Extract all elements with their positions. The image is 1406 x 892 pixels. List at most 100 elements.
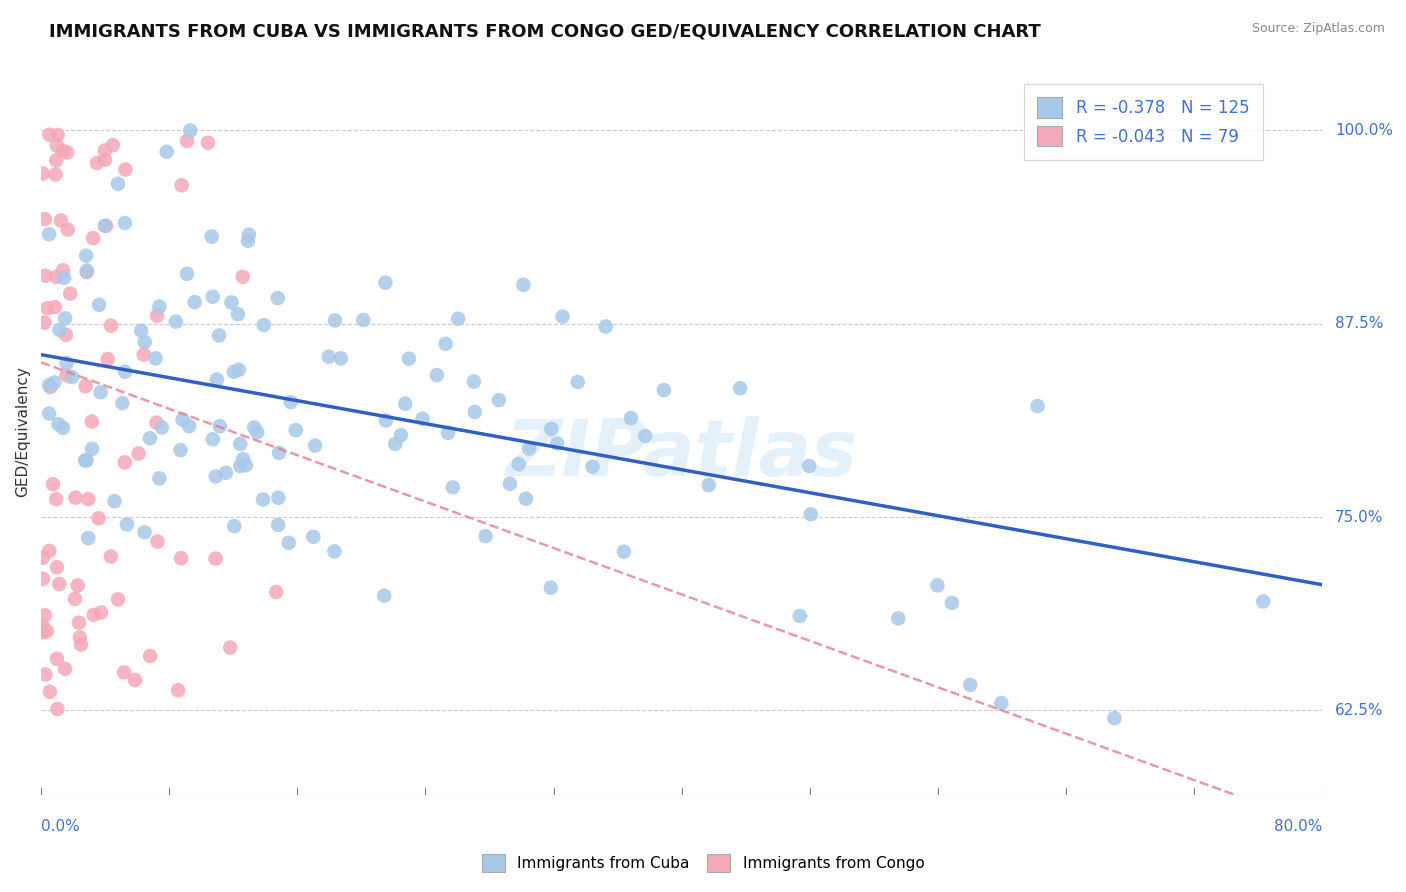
Text: 100.0%: 100.0% [1334, 123, 1393, 138]
Point [567, 375, 589, 389]
Point [55, 356, 77, 370]
Point [53, 270, 76, 285]
Point [156, 145, 179, 159]
Point [103, 494, 125, 508]
Point [94, 219, 117, 233]
Point [176, 267, 198, 281]
Point [512, 277, 534, 292]
Point [581, 459, 603, 474]
Point [107, 592, 129, 607]
Point [412, 411, 434, 425]
Point [179, 419, 201, 434]
Point [49, 213, 72, 227]
Point [267, 291, 290, 305]
Point [284, 423, 307, 437]
Point [389, 428, 412, 442]
Point [170, 178, 193, 193]
Point [800, 508, 823, 522]
Point [620, 411, 643, 425]
Point [44, 168, 66, 182]
Point [927, 578, 949, 592]
Point [235, 458, 257, 472]
Point [66, 578, 89, 592]
Point [224, 519, 246, 533]
Point [55, 327, 77, 342]
Point [94, 153, 117, 167]
Point [38, 128, 60, 142]
Point [128, 446, 150, 460]
Point [101, 138, 124, 153]
Point [45, 138, 67, 153]
Point [540, 581, 562, 595]
Point [352, 313, 374, 327]
Point [398, 351, 420, 366]
Point [31, 166, 53, 180]
Point [887, 611, 910, 625]
Point [44, 300, 66, 314]
Point [394, 397, 416, 411]
Point [76, 265, 98, 279]
Point [46, 702, 69, 716]
Point [236, 234, 259, 248]
Point [38, 378, 60, 392]
Point [77, 531, 100, 545]
Point [45, 652, 67, 666]
Point [437, 425, 460, 440]
Point [264, 585, 287, 599]
Point [56, 145, 79, 160]
Point [148, 471, 170, 485]
Point [426, 368, 449, 383]
Point [789, 609, 811, 624]
Legend: R = -0.378   N = 125, R = -0.043   N = 79: R = -0.378 N = 125, R = -0.043 N = 79 [1024, 84, 1263, 160]
Point [219, 640, 242, 655]
Point [94, 219, 117, 233]
Point [46, 128, 69, 142]
Text: 62.5%: 62.5% [1334, 703, 1384, 718]
Point [148, 300, 170, 314]
Point [87, 298, 110, 312]
Point [70, 638, 93, 652]
Point [69, 631, 91, 645]
Point [111, 396, 134, 410]
Point [208, 419, 231, 434]
Point [112, 665, 135, 680]
Point [302, 530, 325, 544]
Point [1104, 711, 1126, 725]
Point [48, 417, 70, 432]
Point [77, 492, 100, 507]
Point [44, 376, 66, 390]
Point [52, 421, 75, 435]
Point [167, 683, 190, 698]
Point [38, 227, 60, 242]
Point [728, 381, 751, 395]
Point [145, 351, 167, 366]
Text: ZIPatlas: ZIPatlas [506, 416, 858, 491]
Point [45, 492, 67, 507]
Point [124, 673, 146, 687]
Point [252, 492, 274, 507]
Point [464, 405, 486, 419]
Point [277, 536, 299, 550]
Point [205, 372, 228, 386]
Point [941, 596, 963, 610]
Point [45, 270, 67, 285]
Point [267, 517, 290, 532]
Point [1251, 594, 1274, 608]
Point [115, 517, 138, 532]
Point [323, 544, 346, 558]
Point [146, 309, 169, 323]
Point [42, 477, 65, 491]
Legend: Immigrants from Cuba, Immigrants from Congo: Immigrants from Cuba, Immigrants from Co… [474, 846, 932, 880]
Point [48, 577, 70, 591]
Point [201, 290, 224, 304]
Point [304, 439, 326, 453]
Point [197, 136, 219, 150]
Text: 87.5%: 87.5% [1334, 317, 1384, 331]
Point [508, 457, 530, 471]
Point [215, 466, 238, 480]
Point [94, 144, 117, 158]
Point [114, 455, 136, 469]
Point [55, 368, 77, 383]
Point [134, 525, 156, 540]
Point [114, 216, 136, 230]
